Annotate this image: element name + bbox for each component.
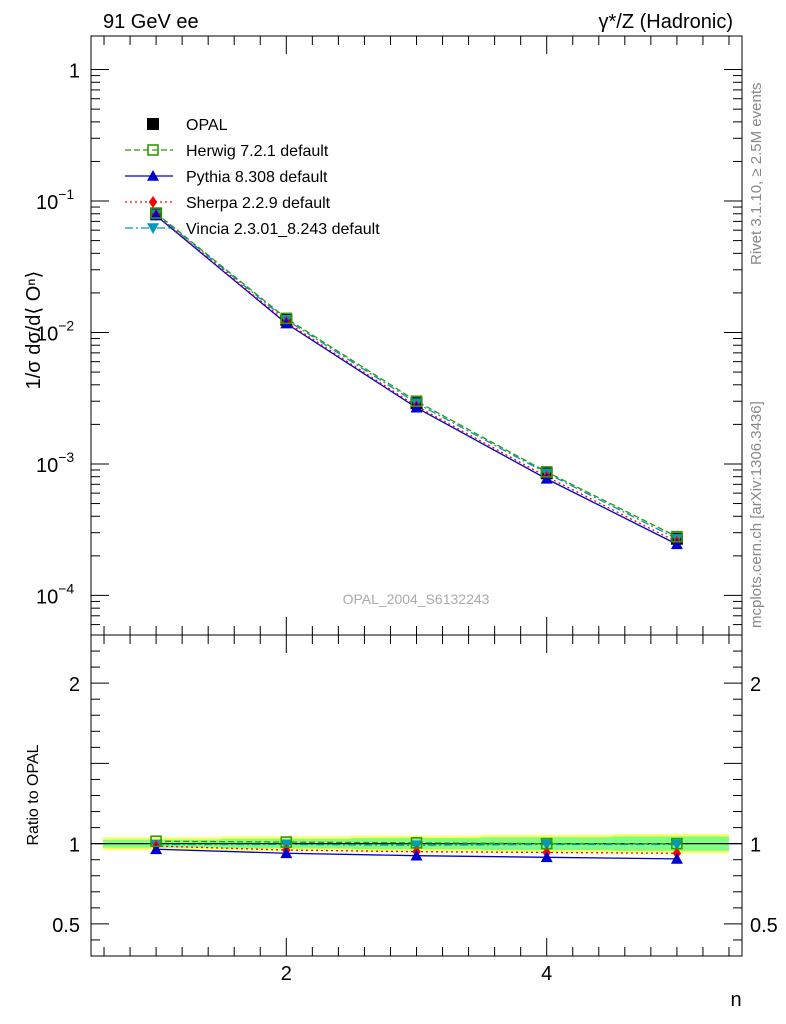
legend-entry-herwig: Herwig 7.2.1 default <box>125 143 329 160</box>
main-point-herwig-0 <box>150 207 162 219</box>
legend-marker-opal <box>147 118 159 130</box>
legend-entry-opal: OPAL <box>147 117 228 134</box>
ratio-line-herwig <box>156 840 677 845</box>
ratio-point-pythia-0 <box>150 843 163 855</box>
legend-entry-vincia: Vincia 2.3.01_8.243 default <box>125 221 380 238</box>
legend-label-sherpa: Sherpa 2.2.9 default <box>186 195 331 212</box>
rivet-label: Rivet 3.1.10, ≥ 2.5M events <box>748 83 765 266</box>
main-point-pythia-3 <box>540 472 553 484</box>
ratio-point-vincia-3 <box>540 839 553 851</box>
legend-entry-pythia: Pythia 8.308 default <box>125 169 328 186</box>
legend-marker-herwig <box>147 144 159 156</box>
ratio-ytick-label-right-0: 0.5 <box>750 915 778 937</box>
ratio-point-vincia-4 <box>670 839 683 851</box>
xtick-label-1: 4 <box>541 963 552 985</box>
legend-entry-sherpa: Sherpa 2.2.9 default <box>125 195 331 212</box>
ratio-point-herwig-2 <box>410 837 423 849</box>
main-point-pythia-4 <box>670 538 683 550</box>
legend: OPAL Herwig 7.2.1 default Pythia 8.308 def… <box>125 117 380 238</box>
ratio-point-pythia-3 <box>540 851 553 863</box>
ratio-frame <box>90 634 743 957</box>
main-point-herwig-3 <box>540 466 553 478</box>
main-y-axis-label: 1/σ dσ/d⟨ Oⁿ⟩ <box>23 271 45 390</box>
ratio-ytick-label-right-1: 1 <box>750 835 761 857</box>
main-point-herwig-1 <box>280 312 293 325</box>
ratio-point-herwig-0 <box>150 835 162 848</box>
main-ytick-label-0: 1 <box>69 61 80 83</box>
main-line-sherpa <box>155 214 678 543</box>
main-ytick-label-3: 10−3 <box>36 449 74 477</box>
ratio-axes: 0.5 0.5 1 1 2 2 2 4 <box>52 634 778 985</box>
legend-marker-vincia <box>147 223 159 234</box>
ratio-panel: 0.5 0.5 1 1 2 2 2 4 Ratio to OPAL n <box>25 634 778 1011</box>
main-line-pythia <box>155 215 678 545</box>
main-axes: 1 10−1 10−2 10−3 10−4 <box>36 35 743 636</box>
legend-label-pythia: Pythia 8.308 default <box>186 169 328 186</box>
ratio-ytick-label-left-2: 2 <box>69 674 80 696</box>
ratio-point-herwig-1 <box>280 836 293 848</box>
x-axis-label: n <box>730 989 741 1011</box>
ratio-ytick-label-left-0: 0.5 <box>52 915 80 937</box>
ratio-series-markers <box>150 835 683 864</box>
main-point-herwig-2 <box>410 395 423 408</box>
legend-marker-sherpa <box>148 196 158 208</box>
legend-marker-pythia <box>147 170 159 181</box>
xtick-label-0: 2 <box>281 963 292 985</box>
mcplots-label: mcplots.cern.ch [arXiv:1306.3436] <box>748 401 765 628</box>
legend-label-herwig: Herwig 7.2.1 default <box>186 143 329 160</box>
ratio-ytick-label-right-2: 2 <box>750 674 761 696</box>
legend-label-vincia: Vincia 2.3.01_8.243 default <box>186 221 380 238</box>
legend-label-opal: OPAL <box>186 117 228 134</box>
ratio-point-pythia-4 <box>670 852 683 864</box>
main-ytick-label-1: 10−1 <box>36 186 74 214</box>
main-line-vincia <box>155 213 678 540</box>
ratio-point-pythia-1 <box>280 847 293 859</box>
ratio-y-axis-label: Ratio to OPAL <box>25 744 42 845</box>
main-point-herwig-4 <box>671 530 683 543</box>
main-line-herwig <box>155 212 678 538</box>
main-ytick-label-2: 10−2 <box>36 317 74 345</box>
ratio-ytick-label-left-1: 1 <box>69 835 80 857</box>
ratio-point-pythia-2 <box>410 849 423 861</box>
main-series-lines <box>155 212 678 545</box>
main-panel: 1 10−1 10−2 10−3 10−4 OPAL_2004_S6132243 1/σ… <box>23 35 743 636</box>
header-left-title: 91 GeV ee <box>103 11 199 33</box>
main-ytick-label-4: 10−4 <box>36 580 74 608</box>
watermark: OPAL_2004_S6132243 <box>343 591 490 607</box>
ratio-point-herwig-3 <box>540 837 553 850</box>
header-right-title: γ*/Z (Hadronic) <box>599 11 733 33</box>
main-point-pythia-2 <box>410 401 423 413</box>
main-series-markers <box>150 207 683 550</box>
ratio-point-herwig-4 <box>671 837 683 850</box>
